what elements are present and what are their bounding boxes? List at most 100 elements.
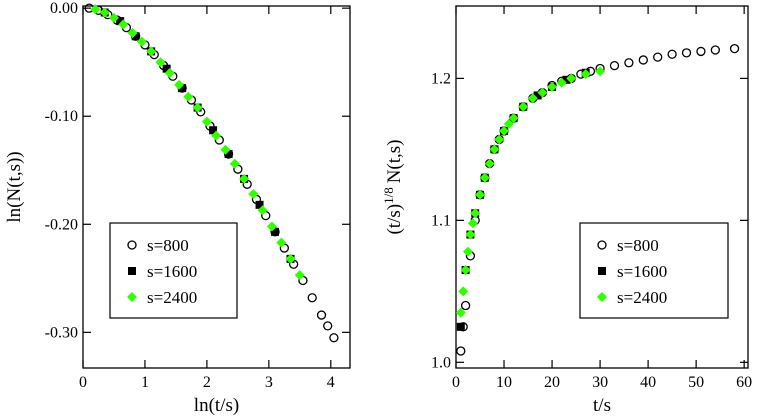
point — [266, 221, 277, 232]
point — [136, 36, 147, 47]
point — [329, 333, 339, 343]
point — [211, 130, 222, 141]
point — [489, 144, 500, 155]
point — [460, 300, 471, 311]
x-tick-label: 30 — [592, 374, 608, 391]
point — [562, 75, 571, 84]
plot-frame — [455, 5, 749, 369]
point — [174, 79, 185, 90]
point — [276, 237, 287, 248]
point — [609, 60, 620, 71]
x-tick-label: 3 — [265, 374, 273, 391]
point — [285, 253, 296, 264]
y-axis-label: ln(N(t,s)) — [4, 151, 25, 222]
point — [307, 293, 317, 303]
point — [108, 12, 119, 23]
point — [201, 116, 212, 127]
point — [503, 118, 514, 129]
point — [294, 270, 305, 281]
point — [470, 208, 481, 219]
y-tick-label: 0.00 — [50, 0, 78, 17]
point — [547, 81, 558, 92]
y-axis-label-part: 1/8 — [381, 187, 396, 204]
x-tick-label: 20 — [544, 374, 560, 391]
point — [224, 150, 233, 159]
point — [484, 158, 495, 169]
point — [456, 322, 465, 331]
point — [475, 189, 486, 200]
legend-marker — [127, 240, 137, 250]
point — [499, 125, 510, 136]
point — [458, 286, 469, 297]
point — [127, 28, 138, 39]
legend-marker — [127, 292, 137, 302]
point — [580, 69, 591, 80]
point — [624, 58, 634, 68]
point — [131, 32, 140, 41]
y-tick-label: 1.1 — [431, 212, 451, 229]
x-tick-label: 0 — [452, 374, 460, 391]
x-tick-label: 1 — [141, 374, 149, 391]
point — [479, 172, 490, 183]
legend-marker — [598, 267, 606, 275]
y-tick-label: 1.2 — [431, 70, 451, 87]
point — [118, 19, 129, 30]
y-axis-label: (t/s)1/8 N(t,s) — [381, 139, 406, 234]
x-axis-label: ln(t/s) — [194, 395, 239, 416]
legend-label: s=1600 — [617, 262, 667, 281]
point — [146, 46, 157, 57]
point — [653, 52, 663, 62]
point — [257, 205, 268, 216]
x-tick-label: 50 — [688, 374, 704, 391]
x-tick-label: 0 — [79, 374, 87, 391]
x-axis-label: t/s — [593, 395, 611, 416]
point — [460, 265, 471, 276]
point — [508, 113, 519, 124]
point — [90, 4, 101, 15]
point — [271, 227, 280, 236]
legend-label: s=1600 — [147, 262, 197, 281]
point — [467, 218, 478, 229]
legend-marker — [597, 240, 607, 250]
y-tick-label: -0.20 — [45, 216, 78, 233]
point — [192, 102, 203, 113]
legend-label: s=800 — [617, 236, 659, 255]
point — [456, 346, 466, 356]
point — [729, 43, 740, 54]
plot-frame — [82, 5, 351, 369]
point — [710, 45, 720, 55]
legend-label: s=2400 — [617, 288, 667, 307]
point — [566, 73, 577, 84]
x-tick-label: 60 — [736, 374, 752, 391]
legend-marker — [128, 267, 136, 275]
point — [667, 49, 677, 59]
legend-label: s=2400 — [147, 288, 197, 307]
y-tick-label: -0.10 — [45, 108, 78, 125]
point — [183, 91, 194, 102]
y-axis-label-part: (t/s) — [384, 204, 405, 235]
point — [323, 321, 333, 331]
point — [465, 229, 476, 240]
point — [696, 46, 706, 57]
y-tick-label: 1.0 — [431, 354, 451, 371]
point — [556, 77, 567, 88]
legend-label: s=800 — [147, 236, 189, 255]
point — [178, 84, 187, 93]
point — [155, 57, 166, 68]
point — [533, 91, 542, 100]
point — [595, 66, 606, 77]
point — [455, 307, 466, 318]
point — [209, 126, 218, 135]
legend-marker — [597, 292, 607, 302]
point — [239, 173, 250, 184]
point — [537, 87, 548, 98]
y-tick-label: -0.30 — [45, 324, 78, 341]
y-axis-label-part: ln(N(t,s)) — [4, 151, 25, 222]
point — [229, 158, 240, 169]
point — [527, 93, 538, 104]
point — [463, 246, 474, 257]
point — [99, 7, 110, 18]
x-tick-label: 10 — [496, 374, 512, 391]
point — [162, 64, 171, 73]
